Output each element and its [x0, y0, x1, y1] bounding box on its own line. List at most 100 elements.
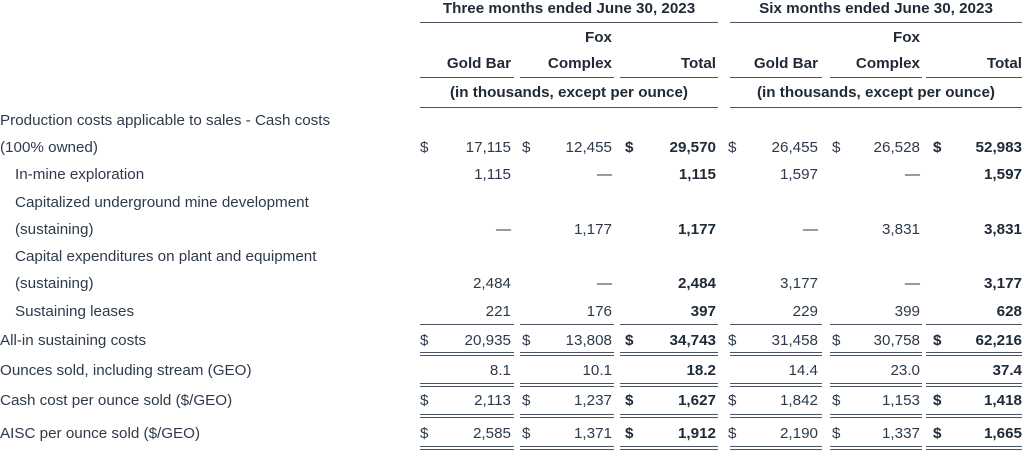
table-cell: 2,113 [474, 392, 511, 409]
currency-symbol: $ [728, 139, 737, 156]
table-cell: 8.1 [489, 362, 511, 379]
currency-symbol: $ [625, 425, 634, 442]
currency-symbol: $ [933, 332, 942, 349]
table-cell: 3,177 [983, 275, 1022, 292]
divider [730, 324, 822, 325]
currency-symbol: $ [522, 425, 531, 442]
divider [420, 107, 718, 108]
table-cell: 1,115 [474, 166, 511, 183]
row-label: In-mine exploration [15, 166, 145, 183]
currency-symbol: $ [832, 425, 841, 442]
table-cell: 176 [586, 303, 612, 320]
table-cell: 10.1 [582, 362, 612, 379]
currency-symbol: $ [420, 332, 429, 349]
table-cell: 29,570 [669, 139, 716, 156]
table-cell: 1,115 [678, 166, 716, 183]
currency-symbol: $ [728, 332, 737, 349]
table-cell: 34,743 [669, 332, 716, 349]
table-cell: 1,371 [573, 425, 612, 442]
double-divider [830, 446, 922, 450]
currency-symbol: $ [832, 392, 841, 409]
double-divider [926, 383, 1022, 387]
double-divider [730, 383, 822, 387]
divider [420, 22, 718, 23]
col-header-fox-complex: Complex [547, 55, 612, 72]
table-cell: 229 [792, 303, 818, 320]
table-cell: — [904, 275, 920, 292]
divider [730, 77, 822, 78]
divider [420, 77, 514, 78]
table-cell: 26,455 [771, 139, 818, 156]
table-cell: 62,216 [975, 332, 1022, 349]
currency-symbol: $ [933, 139, 942, 156]
double-divider [730, 352, 822, 356]
col-header-total: Total [680, 55, 716, 72]
table-cell: 2,585 [472, 425, 511, 442]
table-cell: 26,528 [873, 139, 920, 156]
col-header-fox-line1: Fox [584, 29, 612, 46]
double-divider [520, 446, 614, 450]
row-label: Capitalized underground mine development [15, 194, 309, 211]
table-cell: 3,831 [881, 221, 920, 238]
double-divider [830, 352, 922, 356]
double-divider [520, 383, 614, 387]
table-cell: 1,665 [983, 425, 1022, 442]
divider [620, 77, 718, 78]
double-divider [830, 414, 922, 418]
table-cell: 3,831 [983, 221, 1022, 238]
double-divider [420, 352, 514, 356]
currency-symbol: $ [522, 392, 531, 409]
col-header-fox-line1: Fox [892, 29, 920, 46]
table-cell: 628 [996, 303, 1022, 320]
table-cell: 52,983 [975, 139, 1022, 156]
table-cell: 2,484 [677, 275, 716, 292]
table-cell: 2,484 [472, 275, 511, 292]
table-cell: 13,808 [565, 332, 612, 349]
table-cell: 1,627 [677, 392, 716, 409]
table-cell: 399 [894, 303, 920, 320]
units-note: (in thousands, except per ounce) [450, 84, 688, 101]
table-cell: 37.4 [992, 362, 1022, 379]
currency-symbol: $ [728, 425, 737, 442]
double-divider [420, 414, 514, 418]
divider [520, 324, 614, 325]
row-label: Cash cost per ounce sold ($/GEO) [0, 392, 233, 409]
double-divider [420, 446, 514, 450]
double-divider [420, 383, 514, 387]
divider [730, 22, 1022, 23]
table-cell: 1,912 [677, 425, 716, 442]
table-cell: 30,758 [873, 332, 920, 349]
table-cell: 397 [690, 303, 716, 320]
currency-symbol: $ [522, 139, 531, 156]
currency-symbol: $ [625, 139, 634, 156]
table-cell: — [802, 221, 818, 238]
currency-symbol: $ [420, 425, 429, 442]
table-cell: 221 [485, 303, 511, 320]
currency-symbol: $ [420, 139, 429, 156]
table-cell: 31,458 [771, 332, 818, 349]
double-divider [830, 383, 922, 387]
row-label: (sustaining) [15, 221, 94, 238]
table-cell: 23.0 [890, 362, 920, 379]
double-divider [926, 414, 1022, 418]
currency-symbol: $ [933, 425, 942, 442]
table-cell: 1,597 [779, 166, 818, 183]
row-label: All-in sustaining costs [0, 332, 147, 349]
double-divider [730, 446, 822, 450]
double-divider [520, 414, 614, 418]
double-divider [730, 414, 822, 418]
table-cell: — [495, 221, 511, 238]
table-cell: 1,597 [983, 166, 1022, 183]
table-cell: 18.2 [686, 362, 716, 379]
group-header-six-months: Six months ended June 30, 2023 [759, 0, 993, 17]
table-cell: 1,177 [677, 221, 716, 238]
currency-symbol: $ [522, 332, 531, 349]
table-cell: 1,337 [881, 425, 920, 442]
table-cell: 1,177 [573, 221, 612, 238]
table-cell: 1,153 [881, 392, 920, 409]
row-label: AISC per ounce sold ($/GEO) [0, 425, 201, 442]
table-cell: 2,190 [779, 425, 818, 442]
currency-symbol: $ [728, 392, 737, 409]
divider [420, 324, 514, 325]
row-label: Production costs applicable to sales - C… [0, 112, 331, 129]
